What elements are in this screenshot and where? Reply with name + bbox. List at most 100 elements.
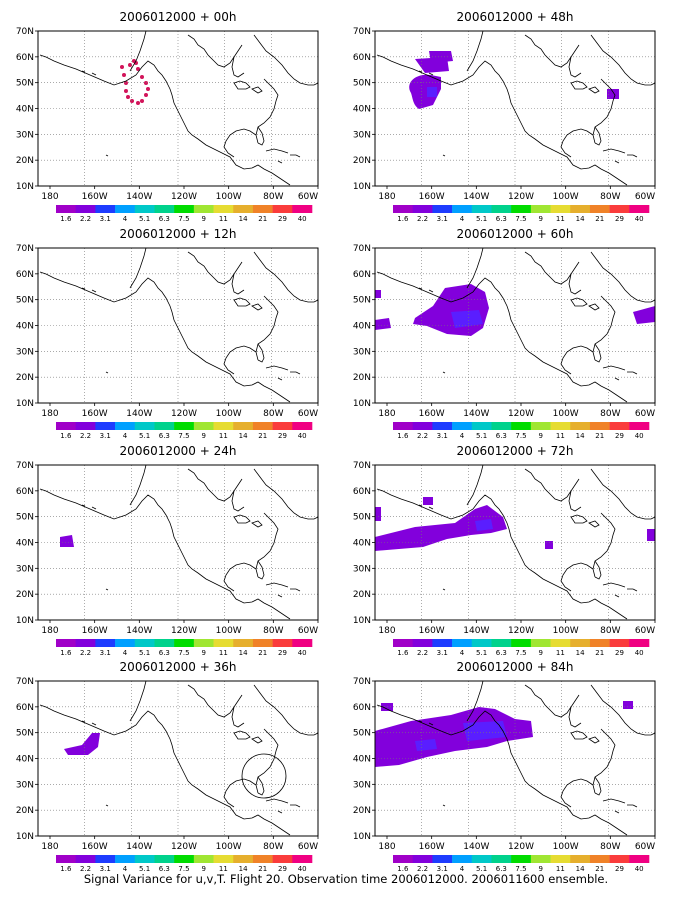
y-tick-label: 20N [16, 590, 34, 600]
map-panel: 2006012000 + 24h 70N 60N 50N 40N 30N 20N 10N 180… [16, 444, 319, 657]
colorbar-label: 1.6 [397, 865, 409, 873]
signal-variance-region [64, 733, 100, 755]
y-tick-label: 70N [16, 461, 34, 471]
y-tick-label: 70N [353, 27, 371, 37]
y-tick-label: 70N [353, 244, 371, 254]
x-tick-label: 160W [82, 409, 108, 419]
x-tick-label: 60W [298, 409, 318, 419]
colorbar-swatch [233, 855, 254, 863]
y-tick-label: 10N [353, 182, 371, 192]
colorbar-label: 3.1 [437, 865, 448, 873]
y-tick-label: 50N [353, 729, 371, 739]
colorbar-swatch [511, 422, 532, 430]
colorbar-label: 14 [576, 865, 585, 873]
y-tick-label: 40N [353, 105, 371, 115]
colorbar-swatch [292, 855, 313, 863]
y-tick-label: 70N [16, 27, 34, 37]
colorbar-label: 29 [615, 649, 624, 657]
flight-track-point [144, 81, 148, 85]
x-tick-label: 80W [263, 626, 283, 636]
x-tick-label: 60W [298, 192, 318, 202]
colorbar-label: 7.5 [515, 649, 526, 657]
colorbar-swatch [95, 205, 116, 213]
colorbar-swatch [629, 422, 650, 430]
colorbar-label: 3.1 [100, 865, 111, 873]
colorbar-swatch [95, 639, 116, 647]
y-tick-label: 50N [16, 513, 34, 523]
colorbar-label: 40 [298, 215, 307, 223]
colorbar-swatch [452, 639, 473, 647]
y-tick-label: 10N [16, 832, 34, 842]
x-tick-label: 120W [508, 842, 534, 852]
y-tick-label: 50N [353, 79, 371, 89]
colorbar-label: 5.1 [476, 215, 487, 223]
colorbar-swatch [570, 639, 591, 647]
colorbar-swatch [511, 205, 532, 213]
colorbar-swatch [491, 855, 512, 863]
signal-variance-region [633, 306, 655, 324]
signal-variance-region [647, 529, 655, 541]
y-tick-label: 70N [353, 677, 371, 687]
signal-variance-region [409, 74, 441, 109]
x-tick-label: 140W [126, 409, 152, 419]
x-tick-label: 100W [216, 626, 242, 636]
colorbar-label: 1.6 [397, 215, 409, 223]
colorbar-swatch [252, 639, 273, 647]
x-tick-label: 140W [463, 409, 489, 419]
colorbar-swatch [452, 855, 473, 863]
colorbar-label: 7.5 [515, 432, 526, 440]
x-tick-label: 160W [419, 192, 445, 202]
y-tick-label: 10N [353, 616, 371, 626]
colorbar-label: 1.6 [60, 649, 72, 657]
x-tick-label: 100W [216, 842, 242, 852]
colorbar-swatch [134, 855, 155, 863]
colorbar-swatch [272, 639, 293, 647]
y-tick-label: 30N [353, 564, 371, 574]
colorbar-swatch [609, 422, 630, 430]
y-tick-label: 20N [16, 373, 34, 383]
colorbar-label: 6.3 [496, 865, 507, 873]
map-panel: 2006012000 + 60h 70N 60N 50N 40N 30N 20N 10N 180… [353, 227, 656, 440]
signal-variance-region [475, 519, 493, 531]
signal-variance-region [423, 497, 433, 505]
colorbar-swatch [550, 639, 571, 647]
x-tick-label: 180 [378, 626, 395, 636]
colorbar-label: 7.5 [178, 432, 189, 440]
y-tick-label: 40N [16, 755, 34, 765]
y-tick-label: 30N [16, 564, 34, 574]
y-tick-label: 40N [16, 105, 34, 115]
flight-track-point [140, 99, 144, 103]
panel-title: 2006012000 + 84h [457, 660, 574, 674]
x-tick-label: 60W [635, 409, 655, 419]
map-panel: 2006012000 + 72h 70N 60N 50N 40N 30N 20N 10N 180… [353, 444, 656, 657]
colorbar-swatch [452, 422, 473, 430]
colorbar-label: 21 [595, 432, 604, 440]
signal-variance-region [427, 87, 437, 97]
colorbar-label: 40 [635, 649, 644, 657]
x-tick-label: 160W [82, 192, 108, 202]
colorbar-label: 3.1 [100, 432, 111, 440]
colorbar-swatch [491, 205, 512, 213]
colorbar-label: 9 [201, 432, 205, 440]
x-tick-label: 180 [41, 192, 58, 202]
colorbar-label: 2.2 [417, 649, 428, 657]
colorbar-label: 9 [538, 865, 542, 873]
colorbar-label: 29 [278, 215, 287, 223]
y-tick-label: 20N [353, 156, 371, 166]
x-tick-label: 120W [171, 409, 197, 419]
colorbar-swatch [134, 422, 155, 430]
colorbar-swatch [252, 855, 273, 863]
colorbar-swatch [589, 422, 610, 430]
colorbar-label: 2.2 [417, 432, 428, 440]
x-tick-label: 60W [635, 626, 655, 636]
y-tick-label: 20N [16, 156, 34, 166]
x-tick-label: 100W [553, 626, 579, 636]
colorbar-label: 6.3 [159, 215, 170, 223]
flight-track-point [140, 75, 144, 79]
x-tick-label: 180 [41, 409, 58, 419]
map-panel: 2006012000 + 48h 70N 60N 50N 40N 30N 20N 10N 180… [353, 10, 656, 223]
panel-title: 2006012000 + 36h [120, 660, 237, 674]
colorbar-label: 9 [538, 215, 542, 223]
colorbar-label: 29 [278, 649, 287, 657]
colorbar-label: 14 [576, 649, 585, 657]
